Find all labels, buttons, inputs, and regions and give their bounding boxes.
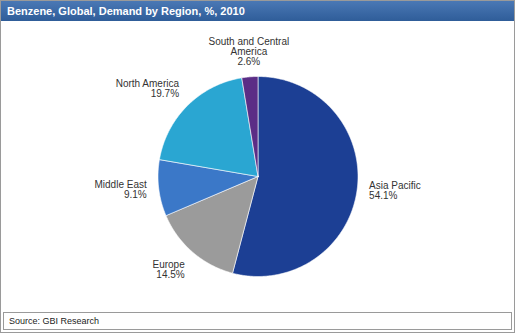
svg-text:North America19.7%: North America19.7% (116, 78, 180, 99)
html-text:Benzene, Global, Demand by Reg: Benzene, Global, Demand by Region, %, 20… (7, 5, 245, 17)
html-text:Source: GBI Research: Source: GBI Research (9, 316, 99, 326)
svg-text:Europe14.5%: Europe14.5% (152, 259, 185, 280)
svg-text:South and CentralAmerica2.6%: South and CentralAmerica2.6% (209, 36, 290, 67)
svg-text:Middle East9.1%: Middle East9.1% (95, 179, 147, 200)
svg-text:Asia Pacific54.1%: Asia Pacific54.1% (369, 180, 421, 201)
